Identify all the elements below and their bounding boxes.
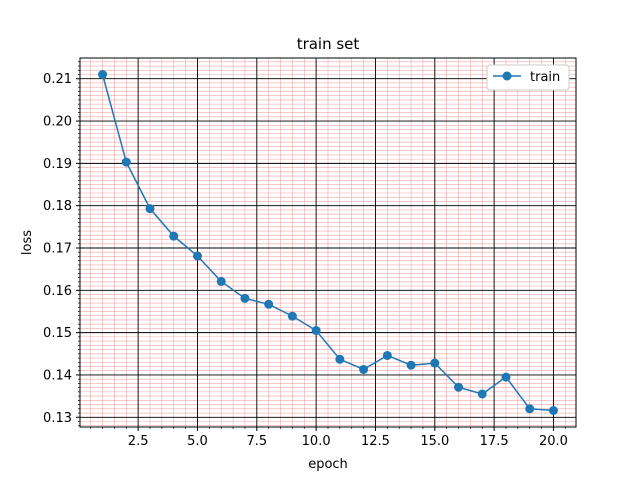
data-point bbox=[121, 157, 131, 167]
y-tick-label: 0.20 bbox=[43, 115, 72, 130]
legend-box bbox=[486, 64, 570, 91]
data-point bbox=[454, 382, 464, 392]
y-tick-label: 0.13 bbox=[43, 411, 72, 426]
y-tick-label: 0.21 bbox=[43, 72, 72, 87]
x-tick-label: 2.5 bbox=[128, 434, 149, 449]
legend: train bbox=[486, 64, 570, 91]
x-tick-label: 12.5 bbox=[361, 434, 390, 449]
y-tick-label: 0.15 bbox=[43, 326, 72, 341]
data-point bbox=[264, 299, 274, 309]
data-point bbox=[192, 251, 202, 261]
data-point bbox=[501, 372, 511, 382]
data-point bbox=[145, 204, 155, 214]
x-tick-label: 5.0 bbox=[187, 434, 208, 449]
legend-label-train: train bbox=[530, 70, 560, 85]
x-tick-label: 10.0 bbox=[302, 434, 331, 449]
data-point bbox=[311, 326, 321, 336]
data-point bbox=[359, 364, 369, 374]
chart-title: train set bbox=[297, 35, 360, 53]
data-point bbox=[287, 311, 297, 321]
ticks-layer: 2.5 5.0 7.5 10.0 12.5 15.0 17.5 20.0 0.13 0.14 0.1… bbox=[43, 61, 568, 449]
x-tick-label: 15.0 bbox=[420, 434, 449, 449]
data-point bbox=[169, 231, 179, 241]
data-point bbox=[477, 389, 487, 399]
x-axis-label: epoch bbox=[308, 457, 348, 472]
data-point bbox=[240, 293, 250, 303]
series-layer bbox=[98, 70, 558, 415]
y-tick-label: 0.18 bbox=[43, 199, 72, 214]
data-point bbox=[382, 350, 392, 360]
y-axis-label: loss bbox=[20, 230, 35, 255]
y-tick-label: 0.17 bbox=[43, 242, 72, 257]
legend-marker-icon bbox=[502, 71, 512, 81]
y-tick-label: 0.16 bbox=[43, 284, 72, 299]
y-tick-label: 0.19 bbox=[43, 157, 72, 172]
data-point bbox=[335, 354, 345, 364]
y-tick-label: 0.14 bbox=[43, 368, 72, 383]
x-tick-label: 7.5 bbox=[246, 434, 267, 449]
data-point bbox=[406, 360, 416, 370]
data-point bbox=[98, 70, 108, 80]
data-point bbox=[430, 358, 440, 368]
data-point bbox=[548, 405, 558, 415]
x-tick-label: 20.0 bbox=[539, 434, 568, 449]
x-tick-label: 17.5 bbox=[480, 434, 509, 449]
data-point bbox=[525, 404, 535, 414]
data-point bbox=[216, 276, 226, 286]
